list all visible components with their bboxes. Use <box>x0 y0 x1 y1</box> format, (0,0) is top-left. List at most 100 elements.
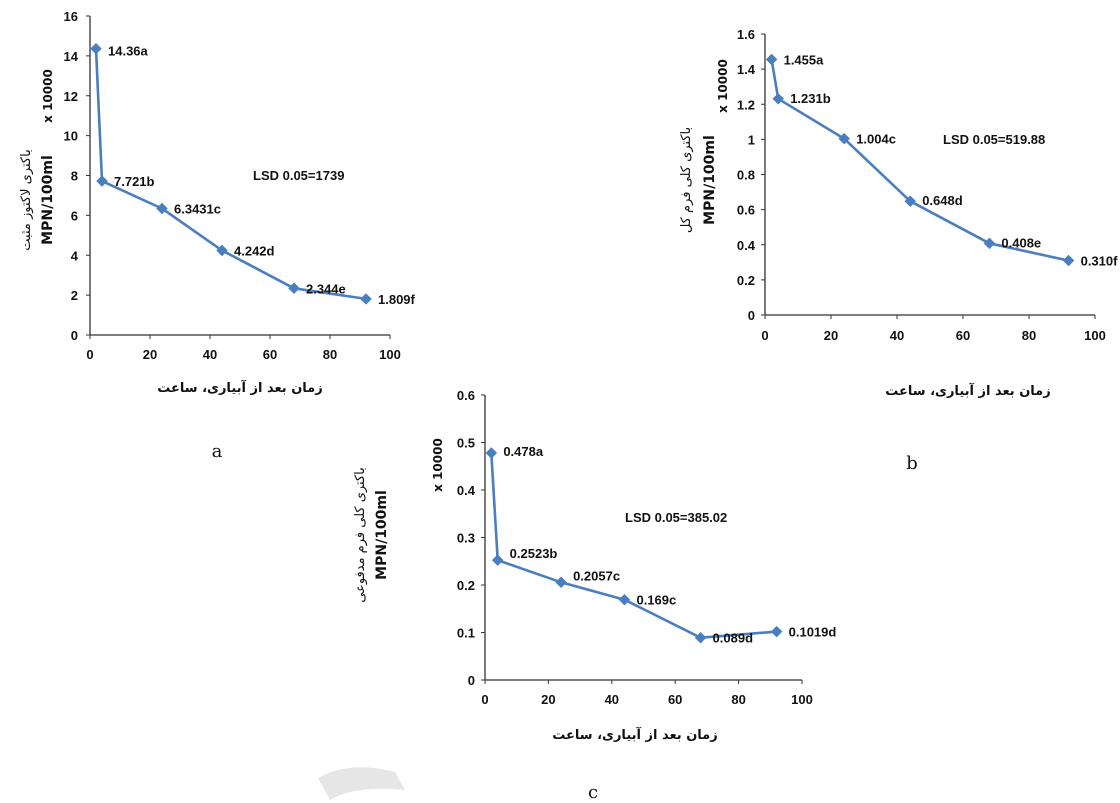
multiplier-label-a: x 10000 <box>41 69 55 123</box>
data-label-b: 1.231b <box>790 91 831 106</box>
data-label-a: 1.809f <box>378 292 416 307</box>
y-tick-label-a: 12 <box>64 89 78 104</box>
x-tick-label-c: 80 <box>731 692 745 707</box>
data-label-c: 0.478a <box>503 444 544 459</box>
data-label-c: 0.1019d <box>789 625 837 640</box>
x-tick-label-b: 100 <box>1084 328 1106 343</box>
y-tick-label-b: 0.6 <box>737 203 755 218</box>
y-axis-units-a: MPN/100ml <box>40 155 56 245</box>
data-point-a <box>156 202 168 215</box>
y-tick-label-a: 2 <box>71 288 78 303</box>
data-point-c <box>555 576 567 589</box>
y-tick-label-c: 0.6 <box>457 388 475 403</box>
y-tick-label-a: 16 <box>64 9 78 24</box>
multiplier-label-c: x 10000 <box>431 438 445 492</box>
lsd-annotation-c: LSD 0.05=385.02 <box>625 510 727 525</box>
x-tick-label-a: 0 <box>86 347 93 362</box>
y-tick-label-b: 0 <box>748 308 755 323</box>
y-axis-units-b: MPN/100ml <box>702 135 718 225</box>
x-tick-label-c: 40 <box>605 692 619 707</box>
series-line-c <box>490 452 777 640</box>
y-tick-label-a: 4 <box>71 248 79 263</box>
y-tick-label-a: 14 <box>64 49 79 64</box>
x-tick-label-c: 20 <box>541 692 555 707</box>
panel-label-b: b <box>906 453 918 474</box>
y-tick-label-b: 1 <box>748 132 755 147</box>
data-point-c <box>491 554 504 567</box>
x-tick-label-b: 40 <box>890 328 904 343</box>
x-tick-label-b: 60 <box>956 328 970 343</box>
data-point-c <box>618 593 631 606</box>
y-tick-label-c: 0.3 <box>457 531 475 546</box>
multiplier-label-b: x 10000 <box>716 59 730 113</box>
chart-c: 0 0.1 0.2 0.3 0.4 0.5 0.6 0 20 40 60 80 100 0.478a 0.2… <box>353 388 836 803</box>
data-point-c <box>770 625 783 638</box>
chart-a: 0 2 4 6 8 10 12 14 16 0 20 40 60 80 100 14.36a 7.721b 6.3… <box>19 9 416 462</box>
x-tick-label-b: 80 <box>1022 328 1036 343</box>
x-tick-label-c: 0 <box>481 692 488 707</box>
x-tick-label-c: 60 <box>668 692 682 707</box>
data-point-b <box>983 237 996 250</box>
x-tick-label-a: 100 <box>379 347 401 362</box>
y-tick-label-b: 1.6 <box>737 27 755 42</box>
data-label-b: 0.408e <box>1001 235 1041 250</box>
data-label-a: 6.3431c <box>174 202 221 217</box>
data-label-a: 14.36a <box>108 44 149 59</box>
series-line-b <box>770 59 1069 262</box>
x-tick-label-b: 0 <box>761 328 768 343</box>
y-tick-label-b: 1.2 <box>737 97 755 112</box>
y-tick-label-b: 1.4 <box>737 62 756 77</box>
data-point-a <box>288 282 300 295</box>
y-tick-label-c: 0.4 <box>457 483 476 498</box>
data-label-b: 0.648d <box>922 193 963 208</box>
lsd-annotation-b: LSD 0.05=519.88 <box>943 132 1045 147</box>
data-point-c <box>485 447 498 459</box>
data-point-a <box>96 175 108 187</box>
y-tick-label-a: 8 <box>71 169 78 184</box>
data-point-a <box>216 244 228 257</box>
panel-label-a: a <box>212 441 223 462</box>
y-tick-label-c: 0.5 <box>457 436 475 451</box>
x-axis-title-a: زمان بعد از آبیاری، ساعت <box>157 379 322 396</box>
data-point-b <box>904 195 917 208</box>
x-tick-label-a: 20 <box>143 347 157 362</box>
data-label-c: 0.2057c <box>573 568 620 583</box>
y-axis-title-a: باکتری لاکتوز مثبت <box>19 149 34 250</box>
y-axis-title-c: باکتری کلی فرم مدفوعی <box>353 467 368 603</box>
data-point-a <box>90 42 102 55</box>
y-axis-units-c: MPN/100ml <box>374 490 390 580</box>
data-label-c: 0.169c <box>636 593 676 608</box>
data-point-b <box>838 132 851 145</box>
data-point-b <box>772 92 785 105</box>
data-label-b: 0.310f <box>1081 254 1119 269</box>
y-tick-label-b: 0.8 <box>737 168 755 183</box>
y-tick-label-b: 0.2 <box>737 273 755 288</box>
data-label-a: 7.721b <box>114 174 155 189</box>
y-tick-label-b: 0.4 <box>737 238 756 253</box>
watermark-shape <box>318 767 405 800</box>
x-tick-label-c: 100 <box>791 692 813 707</box>
x-tick-label-a: 60 <box>263 347 277 362</box>
data-label-a: 2.344e <box>306 281 346 296</box>
y-tick-label-c: 0.1 <box>457 626 475 641</box>
data-label-a: 4.242d <box>234 243 275 258</box>
data-label-b: 1.455a <box>784 52 825 67</box>
y-tick-label-a: 0 <box>71 328 78 343</box>
x-axis-title-c: زمان بعد از آبیاری، ساعت <box>552 726 717 743</box>
panel-label-c: c <box>588 782 598 803</box>
x-axis-title-b: زمان بعد از آبیاری، ساعت <box>885 382 1050 399</box>
lsd-annotation-a: LSD 0.05=1739 <box>253 168 344 183</box>
y-axis-title-b: باکتری کلی فرم کل <box>679 127 694 233</box>
chart-b: 0 0.2 0.4 0.6 0.8 1 1.2 1.4 1.6 0 20 40 60 80 100 1.455… <box>679 27 1118 474</box>
data-label-c: 0.089d <box>713 631 754 646</box>
x-tick-label-a: 80 <box>323 347 337 362</box>
x-tick-label-a: 40 <box>203 347 217 362</box>
y-tick-label-c: 0 <box>468 673 475 688</box>
data-point-b <box>1062 254 1075 267</box>
series-line-a <box>94 48 367 301</box>
data-label-c: 0.2523b <box>510 546 558 561</box>
x-tick-label-b: 20 <box>824 328 838 343</box>
y-tick-label-a: 10 <box>64 129 78 144</box>
data-point-c <box>694 631 707 644</box>
